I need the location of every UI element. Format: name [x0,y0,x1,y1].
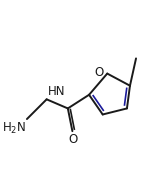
Text: O: O [69,133,78,147]
Text: HN: HN [47,84,65,98]
Text: O: O [94,66,103,79]
Text: H$_2$N: H$_2$N [2,120,26,136]
